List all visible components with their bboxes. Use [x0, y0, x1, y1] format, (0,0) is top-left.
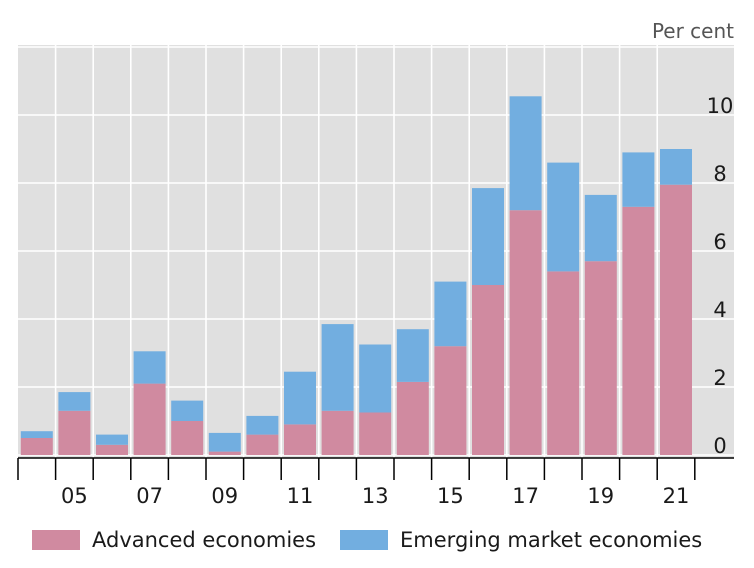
y-tick-label: 4 — [713, 298, 726, 322]
chart: 0 2 4 6 8 10 05 07 09 11 13 15 17 19 21 Per cent — [17, 19, 734, 508]
bar-emerging-09 — [208, 432, 241, 452]
bars — [20, 96, 692, 455]
bar-emerging-08 — [171, 400, 204, 421]
bar-emerging-20 — [622, 152, 655, 207]
y-tick-label: 0 — [713, 434, 726, 458]
y-tick-label: 8 — [713, 162, 726, 186]
bar-emerging-05 — [58, 392, 91, 411]
bar-advanced-17 — [509, 210, 542, 455]
y-tick-label: 2 — [713, 366, 726, 390]
bar-emerging-10 — [246, 415, 279, 435]
bar-advanced-12 — [321, 410, 354, 455]
legend-item-advanced: Advanced economies — [32, 528, 316, 552]
bar-advanced-10 — [246, 434, 279, 455]
bar-advanced-09 — [208, 451, 241, 455]
y-tick-label: 10 — [707, 94, 734, 118]
bar-advanced-13 — [359, 412, 392, 455]
bar-emerging-14 — [396, 329, 429, 382]
bar-emerging-15 — [434, 281, 467, 347]
bar-advanced-05 — [58, 410, 91, 455]
x-axis-labels: 05 07 09 11 13 15 17 19 21 — [61, 484, 689, 508]
x-tick-label: 17 — [512, 484, 539, 508]
bar-emerging-04 — [20, 431, 53, 438]
x-tick-label: 21 — [663, 484, 690, 508]
legend-swatch-advanced — [32, 530, 80, 550]
bar-advanced-16 — [472, 285, 504, 455]
bar-advanced-19 — [584, 261, 617, 455]
x-tick-label: 05 — [61, 484, 88, 508]
bar-emerging-17 — [509, 96, 542, 211]
bar-advanced-18 — [547, 271, 580, 455]
x-tick-label: 11 — [287, 484, 314, 508]
x-tick-label: 13 — [362, 484, 389, 508]
y-axis-labels: 0 2 4 6 8 10 — [707, 94, 734, 458]
bar-emerging-06 — [96, 434, 128, 445]
bar-advanced-11 — [284, 424, 316, 455]
legend-swatch-emerging — [340, 530, 389, 550]
y-tick-label: 6 — [713, 230, 726, 254]
bar-advanced-21 — [660, 184, 692, 455]
unit-label: Per cent — [652, 19, 734, 43]
bar-advanced-08 — [171, 421, 204, 455]
x-tick-label: 15 — [437, 484, 464, 508]
bar-emerging-12 — [321, 324, 354, 411]
bar-advanced-14 — [396, 381, 429, 455]
bar-advanced-15 — [434, 346, 467, 455]
legend-label-advanced: Advanced economies — [92, 528, 317, 552]
x-tick-label: 07 — [136, 484, 163, 508]
bar-emerging-18 — [547, 162, 580, 272]
bar-emerging-16 — [472, 188, 504, 285]
legend: Advanced economies Emerging market econo… — [32, 528, 726, 552]
x-tick-label: 09 — [211, 484, 238, 508]
bar-advanced-04 — [20, 438, 53, 455]
bar-emerging-21 — [660, 149, 692, 185]
bar-emerging-11 — [284, 371, 316, 425]
x-axis — [17, 457, 734, 480]
bar-advanced-07 — [133, 383, 166, 455]
bar-advanced-06 — [96, 444, 128, 455]
bar-advanced-20 — [622, 206, 655, 455]
x-tick-label: 19 — [587, 484, 614, 508]
bar-emerging-19 — [584, 194, 617, 262]
legend-item-emerging: Emerging market economies — [340, 528, 702, 552]
bar-emerging-13 — [359, 344, 392, 413]
legend-label-emerging: Emerging market economies — [400, 528, 703, 552]
bar-emerging-07 — [133, 351, 166, 384]
